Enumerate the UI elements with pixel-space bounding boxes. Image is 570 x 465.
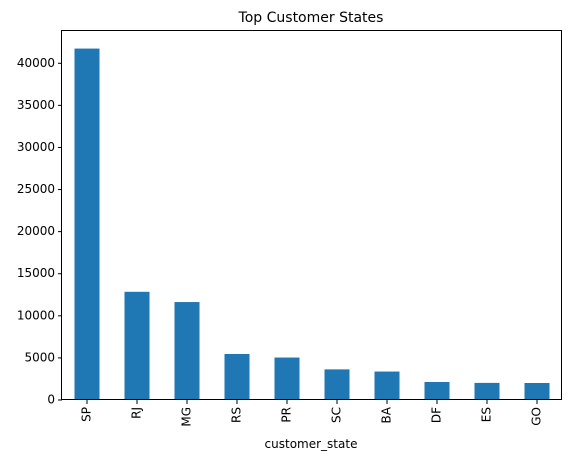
bar-es: [474, 382, 500, 400]
bar-rj: [124, 291, 150, 400]
x-tick-label-es: ES: [480, 407, 494, 422]
y-tick-label: 0: [47, 393, 55, 407]
y-axis-ticks: 0 5000 10000 15000 20000 25000 30000 35000 40000: [17, 56, 62, 407]
y-tick-label: 25000: [17, 182, 55, 196]
x-axis-ticks: SP RJ MG RS PR SC BA DF ES GO: [80, 400, 544, 427]
y-tick-label: 5000: [24, 350, 55, 364]
x-tick-label-rs: RS: [230, 407, 244, 423]
y-tick-label: 20000: [17, 224, 55, 238]
y-tick-label: 40000: [17, 56, 55, 70]
x-tick-label-go: GO: [530, 407, 544, 426]
bar-mg: [174, 302, 200, 400]
y-tick-label: 35000: [17, 98, 55, 112]
plot-area-frame: [61, 30, 562, 400]
bar-pr: [274, 357, 300, 400]
bar-sc: [324, 369, 350, 400]
chart-title: Top Customer States: [238, 10, 384, 26]
x-axis-label: customer_state: [265, 437, 358, 451]
x-tick-label-rj: RJ: [130, 407, 144, 419]
x-tick-label-sc: SC: [330, 407, 344, 423]
x-tick-label-df: DF: [430, 407, 444, 423]
x-tick-label-mg: MG: [180, 407, 194, 427]
bars-layer: [74, 48, 550, 401]
bar-sp: [74, 48, 100, 401]
x-tick-label-sp: SP: [80, 407, 94, 422]
y-tick-label: 15000: [17, 266, 55, 280]
x-tick-label-ba: BA: [380, 406, 394, 423]
y-tick-label: 30000: [17, 140, 55, 154]
y-tick-label: 10000: [17, 308, 55, 322]
bar-ba: [374, 371, 400, 400]
bar-rs: [224, 353, 250, 400]
bar-go: [524, 382, 550, 400]
x-tick-label-pr: PR: [280, 407, 294, 423]
bar-df: [424, 381, 450, 400]
